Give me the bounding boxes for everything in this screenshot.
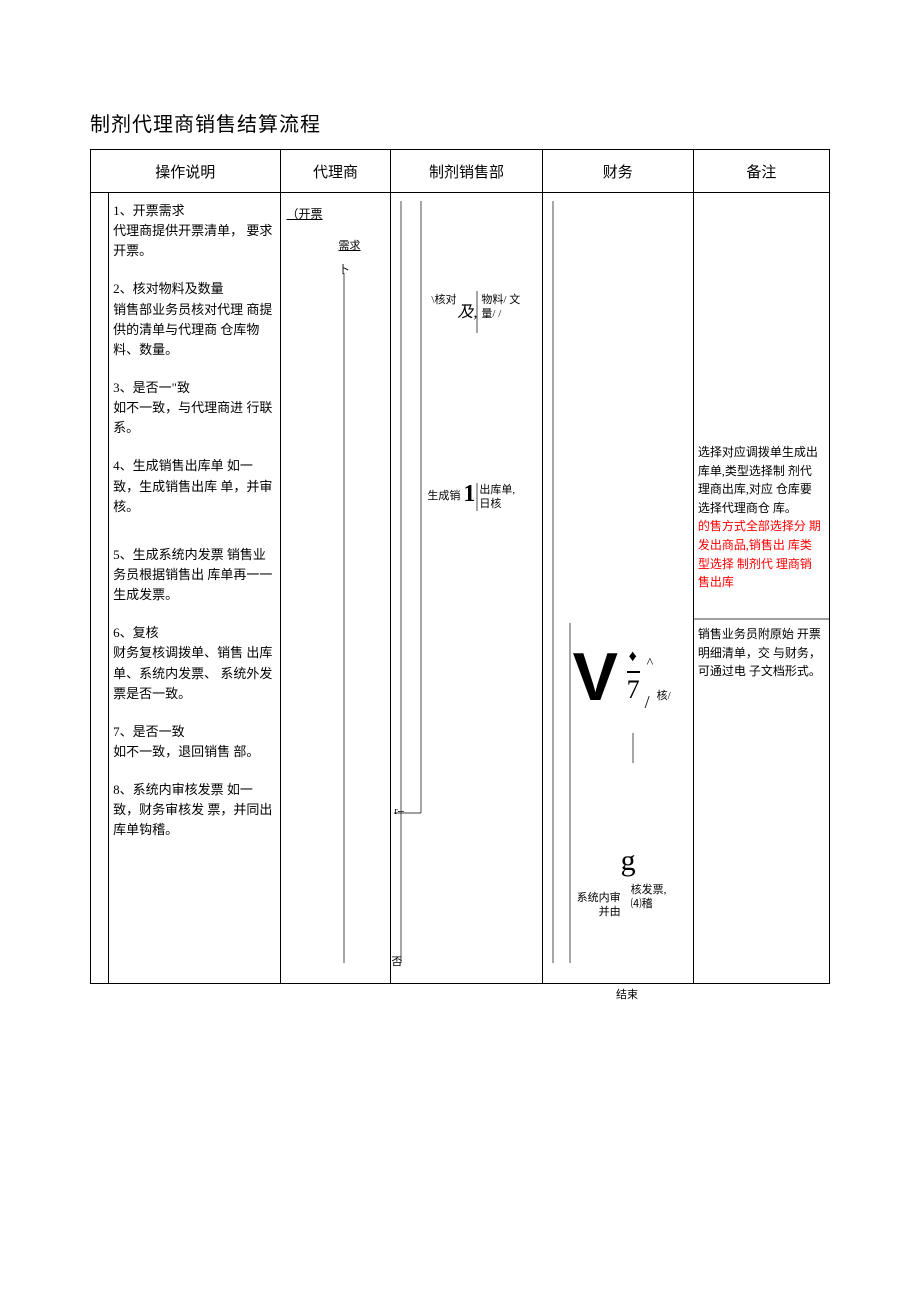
doc-title: 制剂代理商销售结算流程: [90, 108, 830, 137]
finance-caret: ^: [647, 655, 654, 673]
agent-lane: （开票 需求 卜: [280, 193, 391, 984]
header-agent: 代理商: [280, 150, 391, 193]
ops-cell: 1、开票需求 代理商提供开票清单， 要求开票。 2、核对物料及数量 销售部业务员…: [109, 193, 280, 984]
sales-gen-r1: 出库单,: [479, 484, 515, 496]
sales-arrow: r--: [394, 805, 404, 818]
finance-he: 核/: [657, 689, 671, 703]
ops-s1-body: 代理商提供开票清单， 要求开票。: [113, 223, 272, 258]
header-sales: 制剂销售部: [391, 150, 542, 193]
ops-content: 1、开票需求 代理商提供开票清单， 要求开票。 2、核对物料及数量 销售部业务员…: [109, 193, 279, 863]
finance-audit-l1: 系统内审: [577, 892, 621, 904]
finance-lines: [543, 193, 693, 983]
ops-s2-body: 销售部业务员核对代理 商提供的清单与代理商 仓库物料、数量。: [113, 302, 272, 357]
finance-lane: V ♦ ^ 7 / 核/ g 系统内审 并由 核发票, ⑷稽: [542, 193, 693, 984]
finance-audit-r2: ⑷稽: [631, 898, 653, 910]
finance-end: 结束: [616, 988, 638, 1002]
body-row: 1、开票需求 代理商提供开票清单， 要求开票。 2、核对物料及数量 销售部业务员…: [91, 193, 830, 984]
ops-s2-head: 2、核对物料及数量: [113, 281, 224, 296]
sales-gen-m: 1: [463, 479, 475, 510]
remarks-lane: 选择对应调拨单生成出库单,类型选择制 剂代理商出库,对应 仓库要选择代理商仓 库…: [693, 193, 829, 984]
finance-g: g: [621, 841, 636, 880]
sales-gen-r2: 日核: [479, 498, 501, 510]
remarks-lines: [694, 193, 829, 983]
ops-s6-head: 6、复核: [113, 625, 159, 640]
ops-s5-head: 5、生成系统内发票 销售业务员根据销售出 库单再一一生成发票。: [113, 547, 272, 602]
gutter-cell: [91, 193, 109, 984]
sales-check-r2: 量/ ​/: [481, 308, 501, 320]
finance-v: V: [573, 643, 618, 711]
header-row: 操作说明 代理商 制剂销售部 财务 备注: [91, 150, 830, 193]
ops-s7-head: 7、是否一致: [113, 724, 185, 739]
finance-slash: /: [645, 691, 650, 714]
sales-check-l: \核对: [431, 293, 456, 307]
sales-gen-l: 生成销: [427, 489, 460, 503]
finance-audit-r1: 核发票,: [631, 884, 667, 896]
ops-s1-head: 1、开票需求: [113, 203, 185, 218]
swimlane-table: 操作说明 代理商 制剂销售部 财务 备注 1、开票需求 代理商提供开票清单， 要…: [90, 149, 830, 984]
header-finance: 财务: [542, 150, 693, 193]
ops-s7-body: 如不一致，退回销售 部。: [113, 744, 259, 759]
ops-s4-head: 4、生成销售出库单 如一致，生成销售出库 单，并审核。: [113, 458, 272, 513]
ops-s3-head: 3、是否一"致: [113, 380, 190, 395]
sales-lane: \核对 及, 物料/ 文 量/ ​/ 生成销 1 出库单, 日核 r--: [391, 193, 542, 984]
agent-lines: [281, 193, 391, 983]
header-ops: 操作说明: [91, 150, 281, 193]
page: 制剂代理商销售结算流程 操作说明 代理商 制剂销售部 财务 备注: [0, 0, 920, 1044]
finance-diamond: ♦: [629, 647, 637, 668]
sales-check-m: 及,: [457, 303, 477, 324]
ops-s3-body: 如不一致，与代理商进 行联系。: [113, 400, 272, 435]
sales-no: 否: [391, 955, 402, 969]
sales-check-r1: 物料/ 文: [481, 294, 520, 306]
ops-s6-body: 财务复核调拨单、销售 出库单、系统内发票、 系统外发票是否一致。: [113, 645, 272, 700]
finance-audit-l2: 并由: [599, 906, 621, 918]
header-remarks: 备注: [693, 150, 829, 193]
finance-seven: 7: [627, 671, 640, 707]
ops-s8-head: 8、系统内审核发票 如一致，财务审核发 票，并同出库单钩稽。: [113, 782, 272, 837]
